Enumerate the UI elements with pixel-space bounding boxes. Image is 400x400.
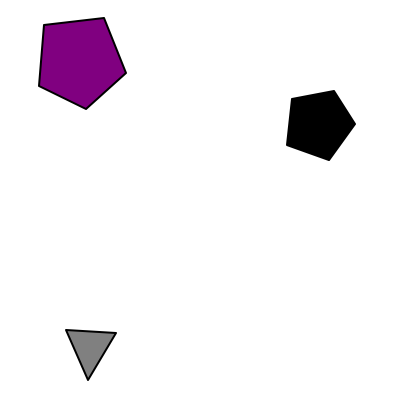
black-pentagon bbox=[286, 90, 356, 161]
gray-triangle bbox=[65, 329, 117, 381]
purple-pentagon bbox=[38, 17, 127, 110]
